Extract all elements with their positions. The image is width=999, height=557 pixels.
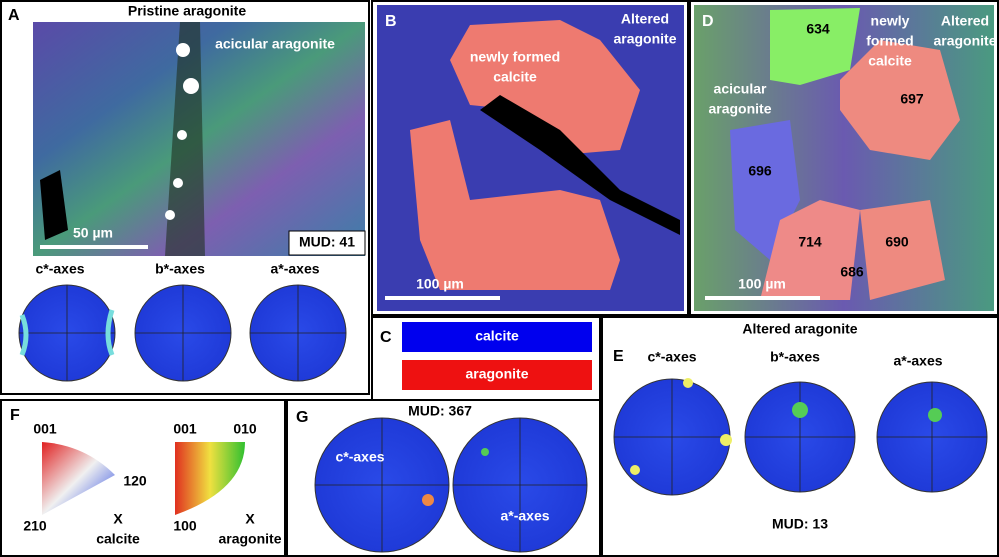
axis-label: a*-axes: [270, 261, 319, 277]
panel-frame: [601, 316, 999, 557]
axis-label: b*-axes: [155, 261, 205, 277]
mud-label: MUD: 13: [772, 516, 828, 532]
annotation: newly: [871, 13, 910, 29]
void: [40, 170, 68, 240]
axis-label: c*-axes: [35, 261, 84, 277]
panel-c: C calcite aragonite: [371, 316, 601, 401]
scale-label: 50 µm: [73, 225, 113, 241]
annotation: aragonite: [933, 33, 996, 49]
panel-title: Altered aragonite: [742, 321, 857, 337]
panel-frame: [689, 0, 999, 316]
legend-swatch: [402, 360, 592, 390]
panel-g: G MUD: 367 c*-axes a*-axes: [286, 399, 601, 557]
ipf-label: 100: [173, 518, 197, 534]
ipf-key: [42, 442, 115, 515]
legend-swatch: [402, 322, 592, 352]
mud-label: MUD: 41: [299, 234, 355, 250]
ipf-label: 001: [173, 421, 197, 437]
ipf-key: [175, 442, 245, 515]
ipf-label: aragonite: [218, 531, 281, 547]
ipf-label: 010: [233, 421, 257, 437]
grain: [860, 200, 945, 300]
axis-label: b*-axes: [770, 349, 820, 365]
grain: [770, 8, 860, 85]
panel-letter: B: [385, 13, 397, 30]
ipf-label: calcite: [96, 531, 140, 547]
ipf-label: X: [113, 511, 123, 527]
annotation: formed: [866, 33, 913, 49]
panel-frame: [0, 399, 286, 557]
ipf-label: 210: [23, 518, 47, 534]
grain: [840, 40, 960, 160]
calcite-grain: [410, 120, 620, 290]
panel-letter: F: [10, 407, 20, 424]
annotation: Altered: [621, 11, 669, 27]
legend-label: calcite: [475, 328, 519, 344]
pole-figures: [18, 284, 347, 382]
panel-letter: D: [702, 13, 714, 30]
calcite-grain: [450, 20, 640, 155]
grain-id: 690: [885, 234, 909, 250]
grain: [760, 200, 860, 300]
annotation: calcite: [493, 69, 537, 85]
panel-letter: A: [8, 7, 20, 24]
mud-box: [288, 230, 366, 256]
annotation: acicular: [714, 81, 767, 97]
annotation: aragonite: [708, 101, 771, 117]
ipf-label: 001: [33, 421, 57, 437]
panel-f: F 001 120 210 X calcite 001 010 100 X ar…: [0, 399, 286, 557]
grain-id: 634: [806, 21, 830, 37]
spots: [165, 43, 199, 220]
void: [480, 95, 680, 235]
scale-label: 100 µm: [416, 276, 464, 292]
panel-b: B newly formed calcite Altered aragonite…: [371, 0, 689, 316]
scale-label: 100 µm: [738, 276, 786, 292]
panel-frame: [371, 0, 689, 316]
grain-id: 686: [840, 264, 864, 280]
axis-label: c*-axes: [647, 349, 696, 365]
grain-id: 696: [748, 163, 772, 179]
panel-e: E Altered aragonite c*-axes b*-axes a*-a…: [601, 316, 999, 557]
annotation: acicular aragonite: [215, 36, 335, 52]
panel-frame: [286, 399, 601, 557]
annotation: calcite: [868, 53, 912, 69]
grain-id: 697: [900, 91, 924, 107]
grain-id: 714: [798, 234, 822, 250]
pole-figures: [613, 378, 988, 496]
legend-label: aragonite: [465, 366, 528, 382]
annotation: Altered: [941, 13, 989, 29]
ipf-label: X: [245, 511, 255, 527]
panel-title: Pristine aragonite: [128, 3, 246, 19]
panel-frame: [0, 0, 370, 395]
axis-label: c*-axes: [335, 449, 384, 465]
annotation: aragonite: [613, 31, 676, 47]
pole-figures: [314, 417, 588, 553]
annotation: newly formed: [470, 49, 560, 65]
ipf-label: 120: [123, 473, 147, 489]
panel-d: D 634 newly formed calcite Altered arago…: [689, 0, 999, 316]
mud-label: MUD: 367: [408, 403, 472, 419]
panel-letter: G: [296, 409, 308, 426]
panel-letter: C: [380, 329, 392, 346]
axis-label: a*-axes: [500, 508, 549, 524]
axis-label: a*-axes: [893, 353, 942, 369]
panel-a: A Pristine aragonite acicular aragonite …: [0, 0, 370, 395]
panel-letter: E: [613, 348, 624, 365]
